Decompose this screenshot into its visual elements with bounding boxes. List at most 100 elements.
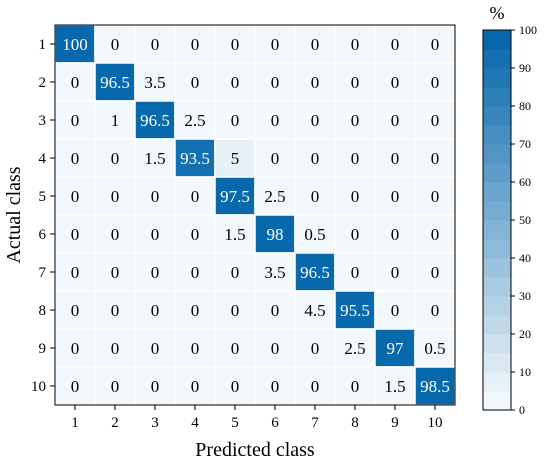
colorbar-tick-label: 0 — [519, 403, 525, 417]
cell-value-label: 0 — [111, 263, 120, 282]
heatmap-cell — [94, 328, 136, 368]
heatmap-cell — [214, 290, 256, 330]
cell-value-label: 96.5 — [100, 73, 130, 92]
cell-value-label: 0 — [151, 187, 160, 206]
cell-value-label: 0 — [111, 149, 120, 168]
cell-value-label: 0 — [431, 225, 440, 244]
cell-value-label: 4.5 — [304, 301, 325, 320]
cell-value-label: 0 — [351, 73, 360, 92]
cell-value-label: 3.5 — [264, 263, 285, 282]
cell-value-label: 96.5 — [140, 111, 170, 130]
cell-value-label: 0 — [151, 35, 160, 54]
cell-value-label: 0 — [231, 377, 240, 396]
cell-value-label: 0 — [311, 149, 320, 168]
y-axis-label: Actual class — [3, 166, 25, 263]
cell-value-label: 0.5 — [424, 339, 445, 358]
heatmap-cell — [334, 176, 376, 216]
x-tick-label: 10 — [428, 415, 443, 431]
cell-value-label: 0 — [231, 35, 240, 54]
heatmap-cell — [374, 290, 416, 330]
heatmap-cell — [54, 138, 96, 178]
heatmap-cell — [414, 24, 456, 64]
cell-value-label: 0 — [271, 111, 280, 130]
cell-value-label: 0 — [191, 377, 200, 396]
cell-value-label: 0 — [391, 73, 400, 92]
cell-value-label: 97 — [387, 339, 405, 358]
cell-value-label: 0.5 — [304, 225, 325, 244]
cell-value-label: 0 — [111, 225, 120, 244]
colorbar-segment — [483, 277, 511, 297]
heatmap-cell — [94, 176, 136, 216]
colorbar-segment — [483, 334, 511, 354]
colorbar-segment — [483, 296, 511, 316]
x-tick-label: 3 — [151, 415, 159, 431]
cell-value-label: 98 — [267, 225, 284, 244]
heatmap-cell — [294, 366, 336, 406]
cell-value-label: 0 — [151, 225, 160, 244]
heatmap-cell — [94, 62, 136, 102]
heatmap-cell — [134, 214, 176, 254]
y-tick-label: 3 — [39, 113, 47, 129]
y-tick-label: 2 — [39, 75, 47, 91]
x-tick-label: 1 — [71, 415, 79, 431]
cell-value-label: 0 — [111, 301, 120, 320]
cell-value-label: 0 — [391, 225, 400, 244]
heatmap-cell — [94, 290, 136, 330]
heatmap-cell — [294, 328, 336, 368]
cell-value-label: 0 — [351, 149, 360, 168]
cell-value-label: 0 — [231, 263, 240, 282]
cell-value-label: 0 — [111, 187, 120, 206]
cell-value-label: 0 — [431, 73, 440, 92]
heatmap-cell — [294, 138, 336, 178]
colorbar-segment — [483, 315, 511, 335]
colorbar-tick-label: 70 — [519, 137, 531, 151]
cell-value-label: 0 — [71, 187, 80, 206]
cell-value-label: 0 — [71, 73, 80, 92]
colorbar-segment — [483, 106, 511, 126]
cell-value-label: 0 — [431, 111, 440, 130]
heatmap-cell — [374, 62, 416, 102]
y-tick-label: 6 — [39, 227, 47, 243]
cell-value-label: 0 — [391, 35, 400, 54]
colorbar-segment — [483, 30, 511, 50]
cell-value-label: 0 — [351, 377, 360, 396]
cell-value-label: 93.5 — [180, 149, 210, 168]
cell-value-label: 0 — [271, 73, 280, 92]
heatmap-cell — [374, 100, 416, 140]
heatmap-cell — [334, 290, 376, 330]
heatmap-cell — [374, 366, 416, 406]
cell-value-label: 0 — [111, 377, 120, 396]
x-tick-label: 9 — [391, 415, 399, 431]
cell-value-label: 100 — [62, 35, 88, 54]
cell-value-label: 0 — [311, 73, 320, 92]
colorbar: 0 10 20 30 40 50 60 70 80 90 100 — [482, 23, 537, 417]
cell-value-label: 2.5 — [184, 111, 205, 130]
x-tick-label: 7 — [311, 415, 319, 431]
colorbar-tick-label: 20 — [519, 327, 531, 341]
heatmap-cell — [334, 366, 376, 406]
heatmap-cell — [374, 252, 416, 292]
y-tick-label: 4 — [39, 151, 47, 167]
heatmap-cell — [294, 62, 336, 102]
cell-value-label: 0 — [351, 225, 360, 244]
colorbar-segment — [483, 201, 511, 221]
cell-value-label: 0 — [351, 263, 360, 282]
colorbar-tick-label: 50 — [519, 213, 531, 227]
colorbar-segment — [483, 182, 511, 202]
heatmap-cell — [214, 328, 256, 368]
x-axis-label: Predicted class — [195, 439, 315, 461]
heatmap-cell — [174, 214, 216, 254]
cell-value-label: 0 — [71, 339, 80, 358]
heatmap-cell — [94, 100, 136, 140]
heatmap-cell — [414, 176, 456, 216]
heatmap-cells — [54, 24, 456, 406]
cell-value-label: 0 — [271, 339, 280, 358]
heatmap-cell — [214, 176, 256, 216]
cell-value-label: 0 — [191, 301, 200, 320]
colorbar-segment — [483, 144, 511, 164]
cell-value-label: 0 — [71, 377, 80, 396]
colorbar-tick-label: 30 — [519, 289, 531, 303]
cell-value-label: 0 — [311, 377, 320, 396]
colorbar-segment — [483, 68, 511, 88]
